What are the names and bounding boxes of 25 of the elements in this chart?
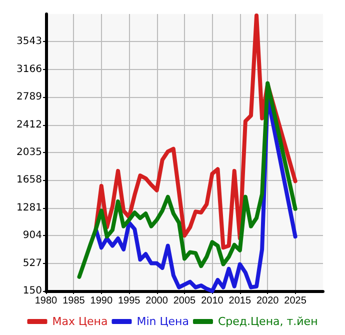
y-tick-label: 2035 (16, 147, 42, 158)
y-tick-label: 527 (22, 258, 42, 269)
y-tick-label: 2789 (16, 92, 42, 103)
legend-label: Сред.Цена, т.йен (218, 315, 318, 328)
x-tick-label: 2020 (256, 296, 280, 306)
y-tick-label: 1281 (16, 202, 42, 214)
y-tick-label: 3166 (16, 64, 42, 75)
x-tick-label: 1990 (90, 296, 113, 306)
y-tick-label: 904 (22, 230, 42, 242)
y-tick-label: 2412 (16, 119, 42, 130)
x-tick-label: 1980 (34, 296, 58, 306)
legend-label: Min Цена (136, 315, 189, 328)
line-series (77, 81, 298, 279)
y-tick-label: 1658 (16, 174, 42, 186)
y-tick-label: 150 (22, 286, 42, 296)
y-tick-label: 3543 (16, 36, 42, 48)
x-tick-label: 2010 (201, 296, 224, 306)
x-tick-label: 2000 (146, 296, 168, 306)
x-tick-label: 1985 (62, 296, 86, 306)
x-tick-label: 2005 (173, 296, 196, 306)
x-tick-label: 1995 (118, 296, 141, 306)
x-tick-label: 2015 (228, 296, 252, 306)
x-tick-label: 2025 (284, 296, 307, 306)
legend-label: Max Цена (52, 315, 108, 328)
line-series (94, 13, 298, 250)
